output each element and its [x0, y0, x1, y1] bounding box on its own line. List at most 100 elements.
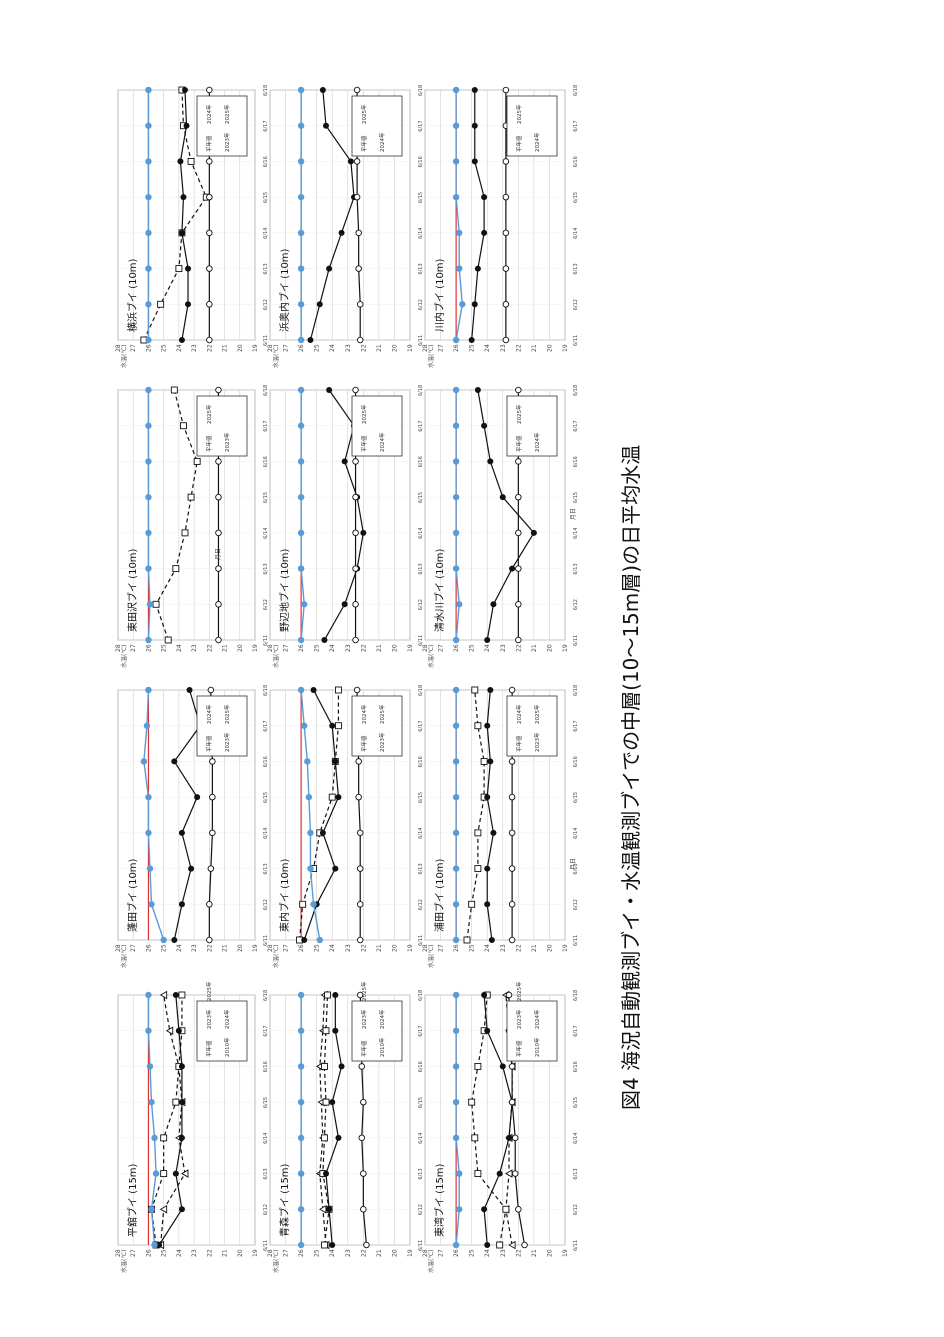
legend-entry: 平年値 [515, 435, 523, 452]
data-point [452, 1098, 460, 1106]
x-tick-label: 6/11 [263, 335, 269, 346]
data-point [178, 1206, 185, 1213]
data-point [175, 1027, 182, 1034]
data-point [360, 529, 367, 536]
data-point [297, 1027, 305, 1034]
y-tick-label: 22 [515, 944, 522, 952]
y-tick-label: 22 [515, 644, 522, 652]
y-tick-label: 24 [176, 944, 183, 952]
x-tick-label: 6/12 [418, 299, 424, 310]
data-point [490, 601, 497, 608]
y-tick-label: 23 [191, 944, 198, 952]
data-point [468, 900, 476, 908]
data-point [456, 229, 463, 237]
legend-box [351, 395, 403, 457]
chart-panel: 19 20 21 22 23 24 25 26 27 28 6/11 6/12 6/13 6/14 6/15… [115, 85, 269, 368]
data-point [515, 565, 522, 572]
legend-box [196, 95, 248, 157]
x-axis-label: 月日 [570, 858, 577, 870]
data-point [297, 1063, 305, 1070]
data-point [481, 229, 488, 236]
data-point [183, 122, 190, 129]
chart-panel: 19 20 21 22 23 24 25 26 27 28 6/11 6/12 6/13 6/14 6/15… [115, 981, 269, 1273]
x-tick-label: 6/18 [573, 990, 579, 1001]
data-point [356, 301, 364, 308]
data-point [193, 457, 201, 465]
legend-entry: 2023年 [533, 732, 541, 752]
data-point [456, 601, 463, 608]
data-point [310, 687, 317, 693]
data-point [452, 758, 460, 765]
y-axis-label: 水温(℃) [427, 1250, 435, 1273]
legend-entry: 2024年 [378, 1009, 386, 1029]
data-point [307, 337, 314, 343]
chart-panel: 19 20 21 22 23 24 25 26 27 28 6/11 6/12 6/13 6/14 6/15… [267, 85, 424, 368]
data-point [178, 991, 186, 999]
data-point [484, 865, 491, 872]
legend-entry: 2024年 [533, 1009, 541, 1029]
y-tick-label: 21 [531, 1249, 538, 1257]
legend-box [196, 395, 248, 457]
y-tick-label: 24 [484, 1249, 491, 1257]
data-point [481, 992, 488, 998]
legend-entry: 2023年 [223, 432, 231, 452]
data-point [172, 565, 180, 573]
data-point [459, 301, 466, 308]
data-point [508, 936, 516, 944]
data-point [511, 1170, 519, 1177]
y-tick-label: 21 [376, 944, 383, 952]
data-point [209, 793, 216, 801]
data-point [145, 636, 152, 644]
data-point [152, 600, 160, 608]
x-tick-label: 6/18 [573, 385, 579, 396]
data-point [352, 386, 359, 394]
legend-entry: 2024年 [378, 132, 386, 152]
legend-box [196, 695, 248, 757]
data-point [360, 1098, 367, 1106]
x-tick-label: 6/13 [418, 1168, 424, 1179]
data-point [307, 865, 314, 872]
legend-entry: 平年値 [360, 1040, 368, 1057]
data-point [146, 1063, 154, 1070]
data-point [452, 193, 460, 201]
y-tick-label: 28 [115, 944, 122, 952]
data-point [484, 1027, 491, 1034]
data-point [209, 758, 216, 765]
data-point [452, 722, 460, 729]
data-point [452, 86, 460, 94]
data-point [452, 493, 460, 501]
series-line [466, 689, 485, 941]
y-tick-label: 21 [376, 644, 383, 652]
data-point [332, 758, 339, 765]
series-line [143, 689, 165, 941]
chart-title: 東田沢ブイ (10m) [126, 548, 139, 632]
series-line [309, 89, 355, 341]
legend-entry: 2024年 [205, 704, 213, 724]
x-tick-label: 6/14 [573, 1133, 579, 1144]
legend-entry: 2010年 [223, 1037, 231, 1057]
data-point [297, 86, 305, 94]
data-point [180, 194, 187, 201]
data-point [353, 158, 361, 165]
data-point [474, 1170, 482, 1178]
data-point [484, 637, 491, 643]
legend-entry: 平年値 [515, 135, 523, 152]
data-point [307, 829, 314, 837]
x-tick-label: 6/18 [263, 85, 269, 96]
x-tick-label: 6/17 [418, 1025, 424, 1036]
legend-entry: 2010年 [378, 1037, 386, 1057]
data-point [356, 936, 364, 944]
x-tick-label: 6/16 [418, 456, 424, 467]
y-tick-label: 21 [531, 644, 538, 652]
legend-entry: 平年値 [205, 435, 213, 452]
x-tick-label: 6/14 [573, 228, 579, 239]
data-point [474, 722, 482, 730]
data-point [148, 1098, 155, 1106]
y-tick-label: 28 [422, 344, 429, 352]
x-tick-label: 6/16 [263, 756, 269, 767]
y-tick-label: 24 [176, 1249, 183, 1257]
chart-panel: 19 20 21 22 23 24 25 26 27 28 6/11 6/12 6/13 6/14 6/15… [422, 685, 579, 968]
legend-entry: 2024年 [378, 432, 386, 452]
series-line [505, 994, 513, 1246]
